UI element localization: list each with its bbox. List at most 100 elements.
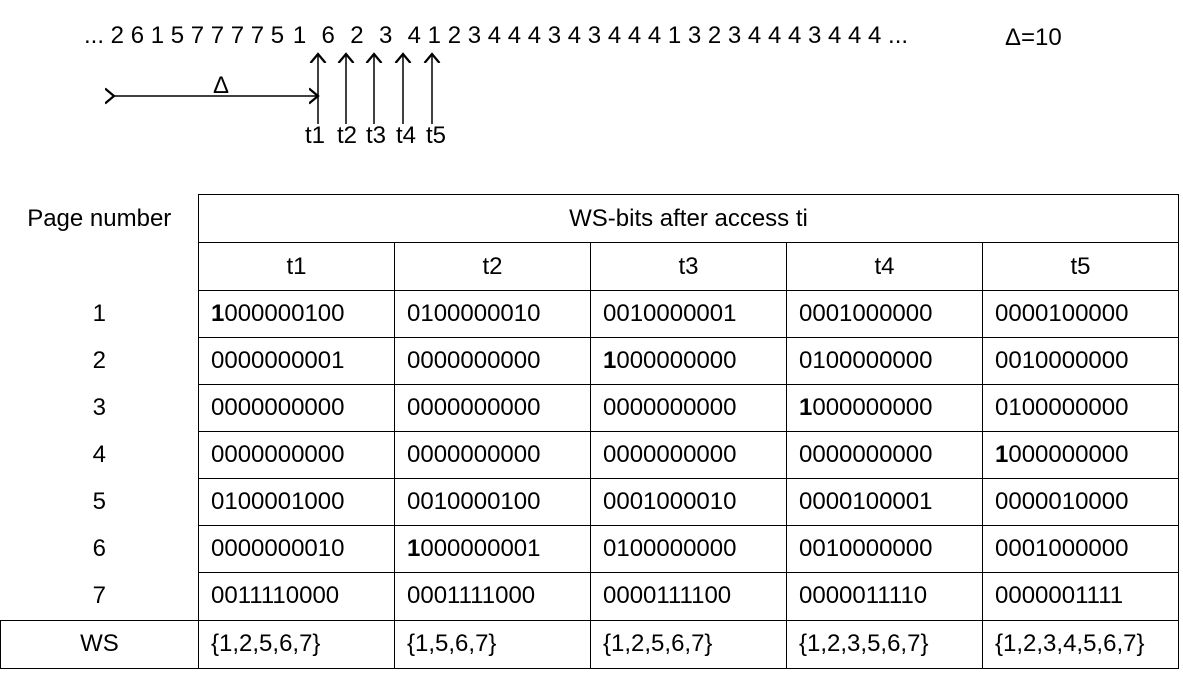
ws-bits-cell: 0100000000 [590,525,787,573]
history-bits: 0000100001 [799,488,933,515]
header-row: Page number WS-bits after access ti [1,194,1179,243]
column-header-t4: t4 [786,242,983,291]
ws-bits-cell: 0010000001 [590,290,787,338]
ws-bits-cell: 1000000000 [982,431,1179,479]
access-label-t2: t2 [337,122,358,149]
ws-bits-cell: 0001000010 [590,478,787,526]
ws-bits-cell: 0100001000 [198,478,395,526]
history-bits: 0000000000 [603,441,737,468]
access-label-t4: t4 [396,122,417,149]
history-bits: 000000001 [420,535,541,562]
working-set-cell: {1,2,5,6,7} [590,619,787,669]
column-header-t5: t5 [982,242,1179,291]
ws-label: WS [0,619,199,669]
history-bits: 000000100 [224,300,345,327]
marked-ref-2: 6 [321,22,335,49]
access-label-t5: t5 [426,122,447,149]
ws-bits-cell: 0000000001 [198,337,395,385]
page-number-cell: 7 [92,582,106,609]
ws-bits-cell: 0100000000 [786,337,983,385]
history-bits: 0000000001 [211,347,345,374]
ws-bits-cell: 0001111000 [394,572,591,621]
history-bits: 0000000000 [603,394,737,421]
marked-ref-1: 1 [292,22,307,49]
history-bits: 000000000 [812,394,933,421]
history-bits: 0000100000 [995,300,1129,327]
ws-bits-cell: 0010000000 [982,337,1179,385]
history-bits: 0000000000 [211,394,345,421]
page-number-cell: 5 [92,488,106,515]
reference-string: ... 2 6 1 5 7 7 7 7 5 1 6 2 3 4 1 2 3 4 … [84,22,908,50]
page-number-header: Page number [27,204,172,232]
page-number-cell: 2 [92,347,106,374]
ws-bits-cell: 0000100001 [786,478,983,526]
table-row: 2 0000000001 0000000000 1000000000 010000000… [1,337,1179,385]
column-header-t3: t3 [590,242,787,291]
marked-ref-5: 4 [407,22,421,49]
marked-ref-3: 2 [350,22,364,49]
ws-bits-cell: 0000010000 [982,478,1179,526]
sequence-suffix: 1 2 3 4 4 4 3 4 3 4 4 4 1 3 2 3 4 4 4 3 … [427,22,909,49]
ws-bits-cell: 0000000010 [198,525,395,573]
ws-bits-table: Page number WS-bits after access ti t1 t… [0,194,1179,669]
history-bits: 0100000000 [603,535,737,562]
ws-bits-cell: 0000000000 [786,431,983,479]
working-set-row: WS {1,2,5,6,7} {1,5,6,7} {1,2,5,6,7} {1,2,3,… [0,619,1179,669]
table-row: 7 0011110000 0001111000 0000111100 000001111… [1,572,1179,621]
working-set-cell: {1,2,3,5,6,7} [786,619,983,669]
history-bits: 0001000000 [799,300,933,327]
history-bits: 0000000000 [407,347,541,374]
page-number-cell: 4 [92,441,106,468]
table-row: 6 0000000010 1000000001 0100000000 001000000… [1,525,1179,573]
table-row: 4 0000000000 0000000000 0000000000 000000000… [1,431,1179,479]
ws-bits-cell: 0000100000 [982,290,1179,338]
history-bits: 0010000001 [603,300,737,327]
history-bits: 0000000000 [407,441,541,468]
ws-bits-group-header: WS-bits after access ti [198,194,1179,243]
table-row: 5 0100001000 0010000100 0001000010 000010000… [1,478,1179,526]
ws-bits-cell: 0001000000 [786,290,983,338]
page-number-cell: 1 [92,300,106,327]
access-arrows [0,0,1183,124]
current-access-bit: 1 [995,441,1009,468]
ws-bits-cell: 0000000000 [198,431,395,479]
ws-bits-cell: 1000000001 [394,525,591,573]
ws-bits-cell: 0000000000 [394,431,591,479]
ws-bits-cell: 0000011110 [786,572,983,621]
history-bits: 0010000000 [995,347,1129,374]
current-access-bit: 1 [603,347,617,374]
history-bits: 0000000000 [799,441,933,468]
history-bits: 0010000000 [799,535,933,562]
history-bits: 0000111100 [603,582,732,610]
ws-bits-cell: 0010000000 [786,525,983,573]
column-header-t1: t1 [198,242,395,291]
history-bits: 000000000 [1008,441,1129,468]
ws-bits-cell: 0011110000 [198,572,395,621]
current-access-bit: 1 [407,535,421,562]
window-size-label: Δ=10 [1005,24,1062,51]
history-bits: 0011110000 [211,582,340,610]
ws-bits-cell: 0000111100 [590,572,787,621]
history-bits: 000000000 [616,347,737,374]
access-label-t1: t1 [305,122,326,149]
column-header-t2: t2 [394,242,591,291]
ws-bits-cell: 0100000000 [982,384,1179,432]
ws-bits-cell: 0000000000 [590,384,787,432]
history-bits: 0001000010 [603,488,737,515]
ws-bits-cell: 1000000100 [198,290,395,338]
ws-bits-cell: 0000000000 [394,384,591,432]
table-row: 1 1000000100 0100000010 0010000001 000100000… [1,290,1179,338]
table-body: Page number WS-bits after access ti t1 t… [0,194,1179,669]
history-bits: 0100000000 [995,394,1129,421]
table-row: 3 0000000000 0000000000 0000000000 100000000… [1,384,1179,432]
ws-bits-cell: 0000001111 [982,572,1179,621]
marked-ref-4: 3 [378,22,393,49]
history-bits: 0100000000 [799,347,933,374]
ws-bits-cell: 0000000000 [394,337,591,385]
ws-bits-cell: 0000000000 [590,431,787,479]
history-bits: 0100001000 [211,488,345,515]
sequence-prefix: ... 2 6 1 5 7 7 7 7 5 [84,22,285,49]
working-set-cell: {1,5,6,7} [394,619,591,669]
access-label-t3: t3 [366,122,387,149]
history-bits: 0000000000 [211,441,345,468]
